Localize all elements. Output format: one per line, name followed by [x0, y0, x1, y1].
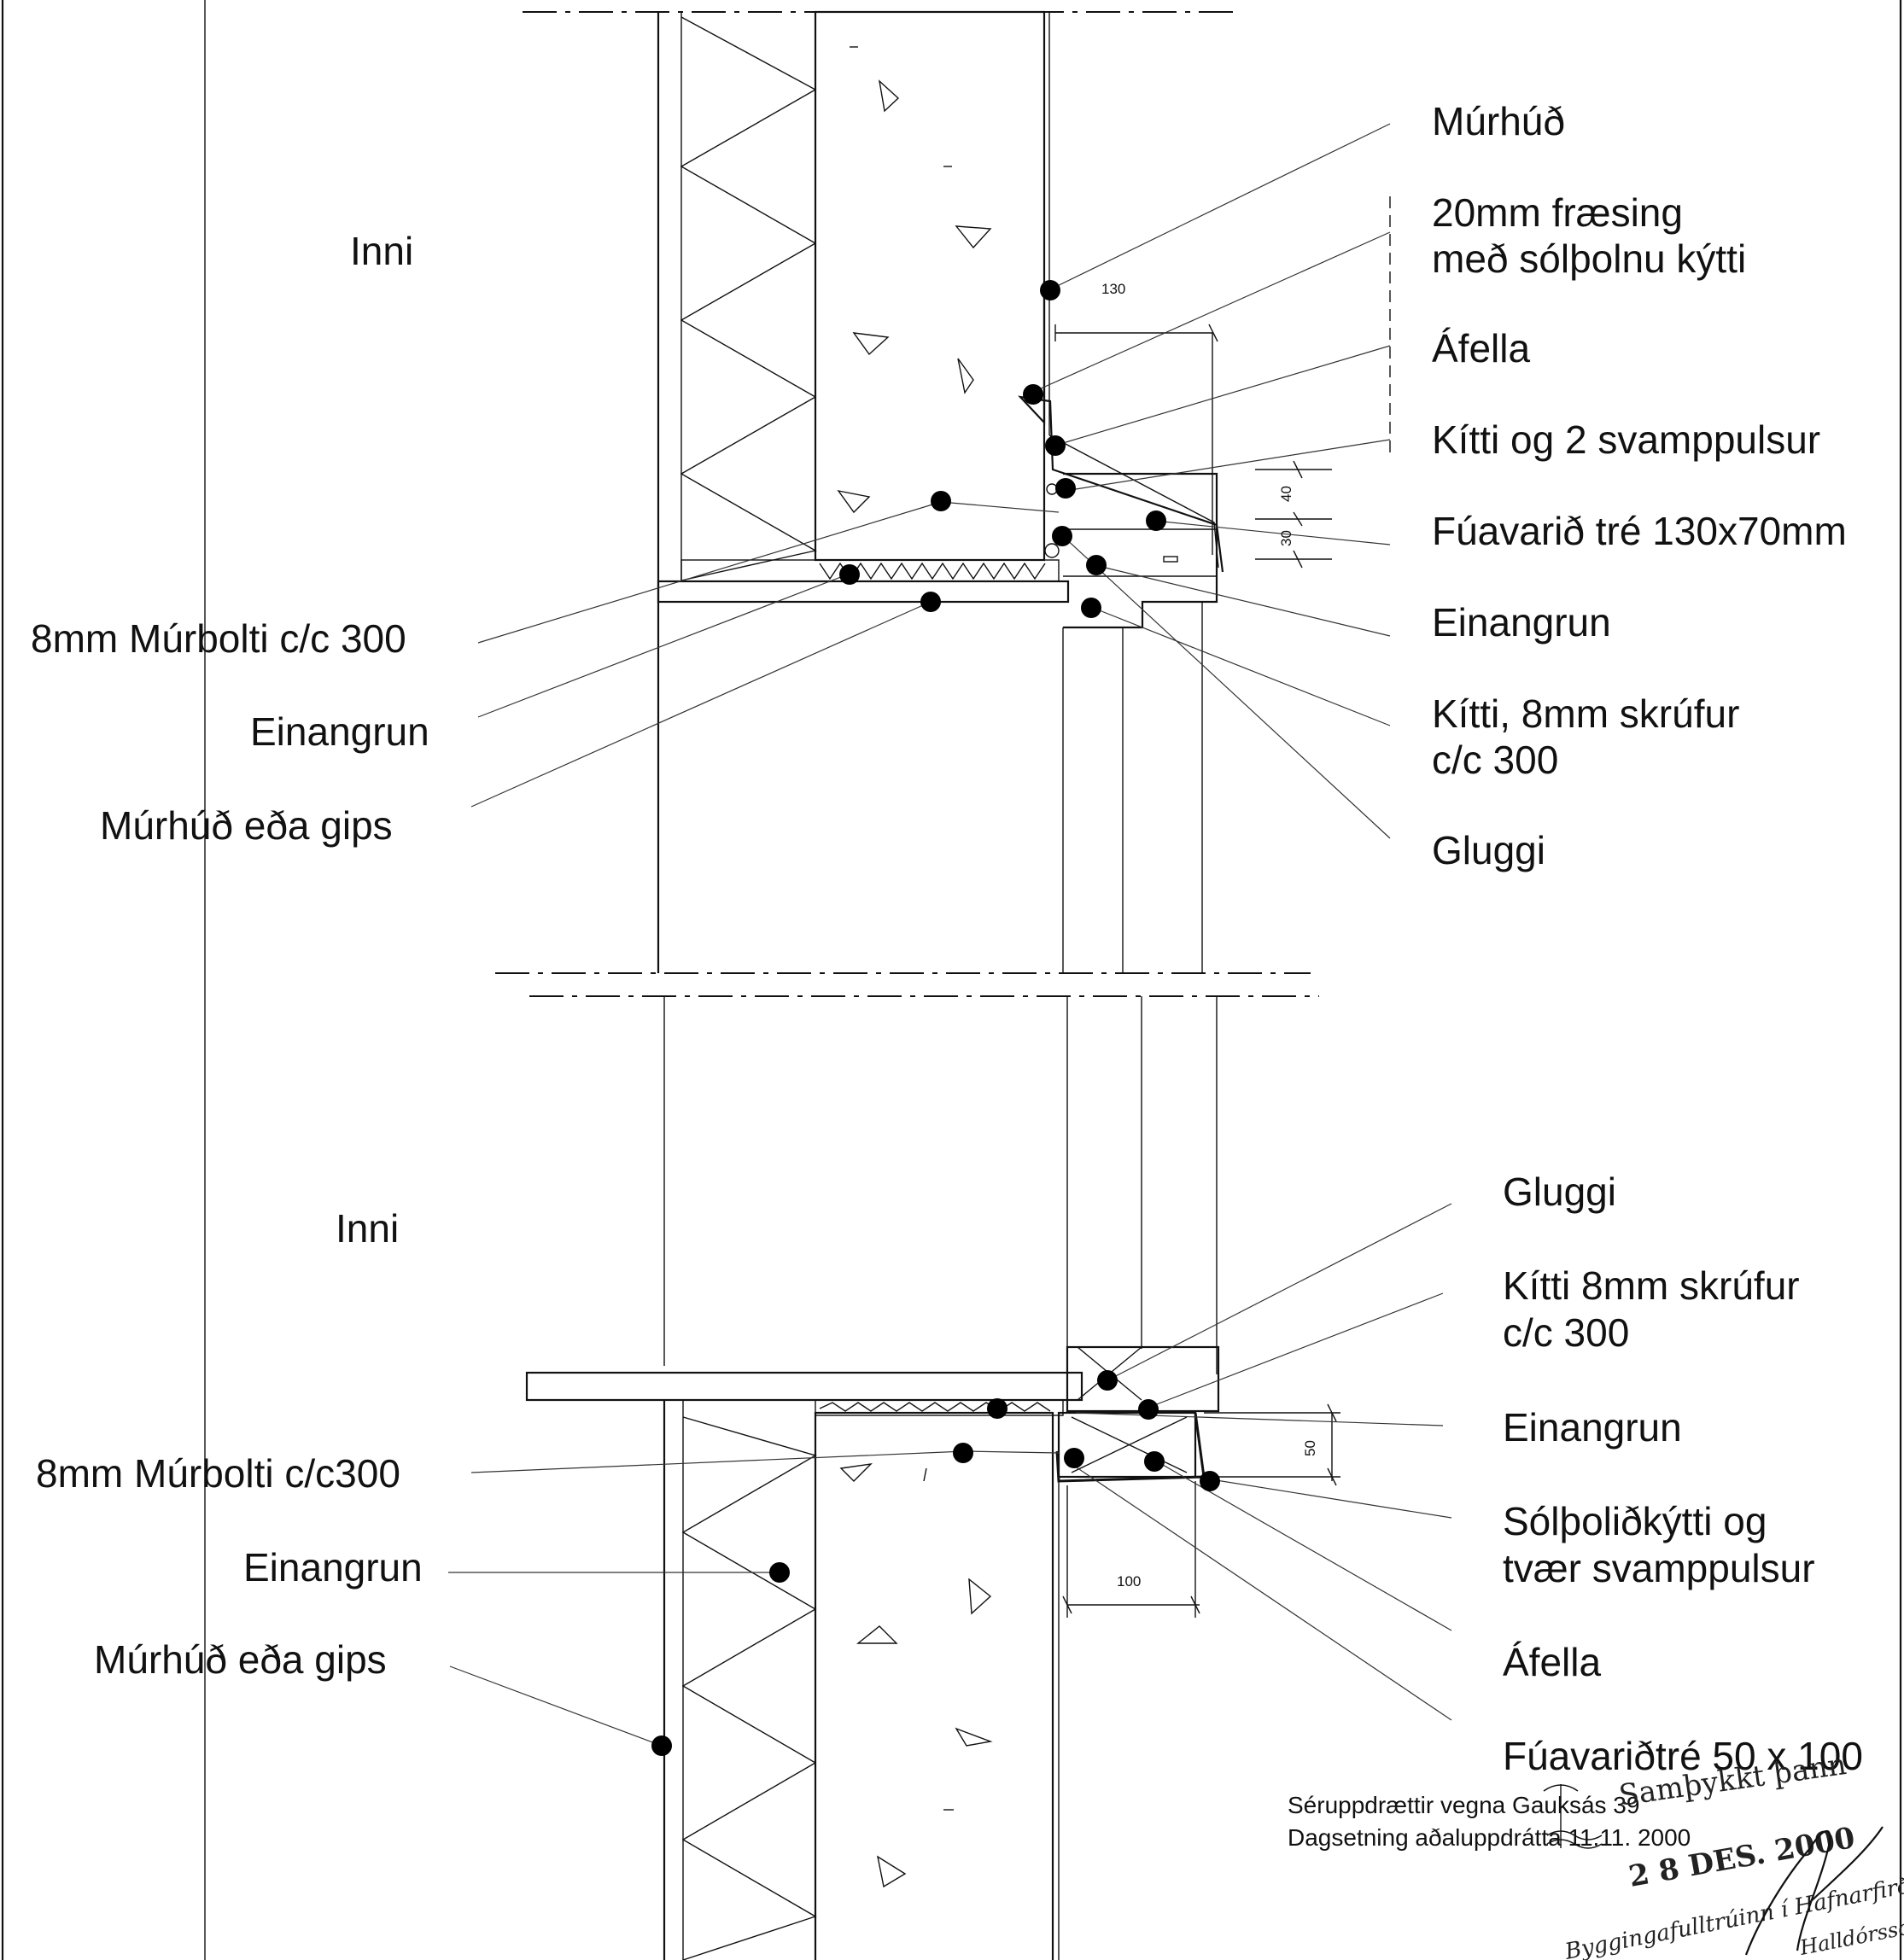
marker-dots: [651, 280, 1220, 1756]
upper-wall-section: [657, 10, 1391, 973]
upper-label-einangrun-left: Einangrun: [250, 709, 429, 754]
title-block-line1: Séruppdrættir vegna Gauksás 39: [1288, 1792, 1639, 1818]
upper-label-gluggi: Gluggi: [1432, 828, 1545, 872]
section-break-lines: [495, 11, 1319, 997]
leader-lines: [448, 123, 1452, 1747]
upper-label-kitti-skrufur-line2: c/c 300: [1432, 738, 1558, 782]
upper-label-murbolti: 8mm Múrbolti c/c 300: [31, 616, 406, 661]
upper-dim-40: 40: [1278, 486, 1294, 502]
upper-insulation-zigzag: [680, 16, 817, 581]
lower-label-einangrun-right: Einangrun: [1503, 1405, 1682, 1450]
upper-concrete-wall: [814, 10, 1046, 562]
upper-dim-30: 30: [1278, 530, 1294, 546]
signature-icon: [1744, 1826, 1884, 1956]
lower-concrete-wall: [814, 1411, 1054, 1960]
lower-window-sill-board: [525, 1371, 1083, 1402]
title-block-line2: Dagsetning aðaluppdrátta 11.11. 2000: [1288, 1824, 1691, 1851]
lower-dim-100: 100: [1117, 1573, 1141, 1590]
lower-dim-50: 50: [1302, 1440, 1318, 1456]
approval-stamp: Samþykkt þann 2 8 DES. 2000 Byggingafull…: [1543, 1747, 1904, 1960]
upper-label-murhud: Múrhúð: [1432, 99, 1565, 143]
lower-label-kitti-skrufur-line1: Kítti 8mm skrúfur: [1503, 1263, 1800, 1308]
lower-label-einangrun-left: Einangrun: [243, 1545, 423, 1590]
lower-wall-section: [525, 996, 1340, 1960]
upper-label-fuavarid-tre: Fúavarið tré 130x70mm: [1432, 509, 1847, 553]
lower-label-gluggi: Gluggi: [1503, 1170, 1616, 1214]
upper-label-fraesing-line1: 20mm fræsing: [1432, 190, 1683, 235]
lower-label-solpolidkytti-line2: tvær svamppulsur: [1503, 1546, 1815, 1590]
lower-label-kitti-skrufur-line2: c/c 300: [1503, 1310, 1629, 1355]
lower-label-afella: Áfella: [1503, 1640, 1601, 1684]
upper-label-kitti-skrufur-line1: Kítti, 8mm skrúfur: [1432, 691, 1739, 736]
lower-label-solpolidkytti-line1: Sólþoliðkýtti og: [1503, 1499, 1767, 1543]
stamp-emblem-icon: [1543, 1784, 1603, 1849]
stamp-name: Halldórsson: [1797, 1912, 1904, 1960]
upper-label-murhud-gips: Múrhúð eða gips: [100, 803, 393, 848]
upper-label-kitti-svamppulsur: Kítti og 2 svamppulsur: [1432, 417, 1820, 462]
lower-label-fuavaridtre: Fúavariðtré 50 x 100: [1503, 1734, 1863, 1778]
lower-inside-label: Inni: [336, 1206, 399, 1251]
upper-inside-label: Inni: [350, 229, 413, 273]
upper-label-afella: Áfella: [1432, 326, 1530, 370]
lower-label-murbolti: 8mm Múrbolti c/c300: [36, 1451, 400, 1496]
lower-label-murhud-gips: Múrhúð eða gips: [94, 1637, 387, 1682]
upper-label-fraesing-line2: með sólþolnu kýtti: [1432, 236, 1746, 281]
upper-label-einangrun-right: Einangrun: [1432, 600, 1611, 645]
upper-dim-130: 130: [1101, 281, 1125, 297]
lower-insulation-zigzag: [681, 1416, 817, 1960]
